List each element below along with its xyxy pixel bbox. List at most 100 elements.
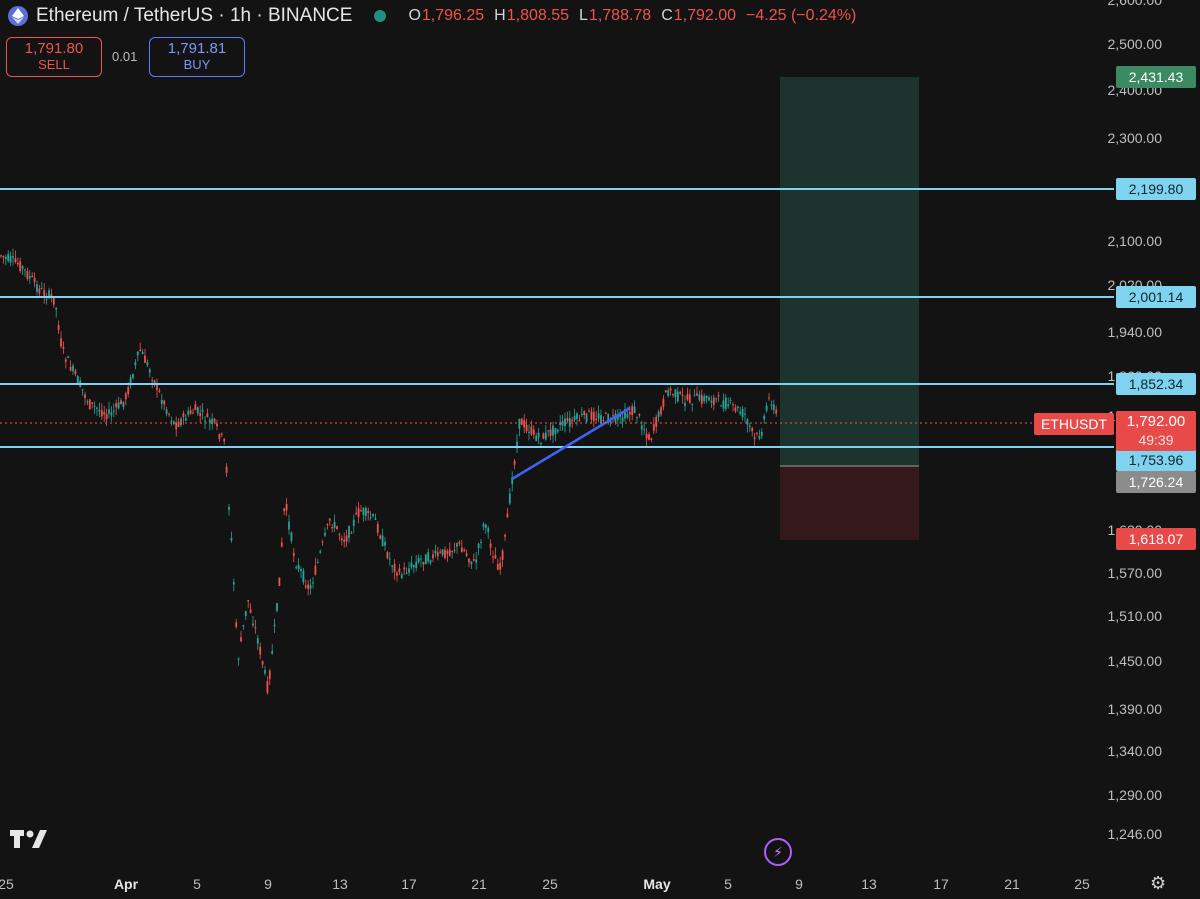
candle-body	[693, 395, 696, 397]
candle-body	[360, 510, 362, 512]
candle-body	[597, 413, 600, 419]
candle-body	[168, 413, 170, 415]
candle-body	[436, 552, 439, 557]
candle-body	[57, 325, 60, 331]
candle-body	[122, 401, 125, 408]
target-price-tag[interactable]: 2,431.43	[1116, 66, 1196, 88]
lightning-icon[interactable]: ⚡	[764, 838, 792, 866]
candle-body	[127, 386, 130, 395]
candle-body	[292, 552, 295, 556]
sell-button[interactable]: 1,791.80 SELL	[6, 37, 102, 77]
candle-body	[2, 256, 5, 258]
time-axis-label: 9	[795, 876, 803, 892]
trend-line[interactable]	[511, 406, 631, 481]
level-tag-1852[interactable]: 1,852.34	[1116, 373, 1196, 395]
candle-body	[523, 420, 526, 428]
chart-header: Ethereum / TetherUS · 1h · BINANCE O1,79…	[8, 5, 856, 27]
candle-body	[609, 421, 612, 423]
candle-body	[561, 420, 564, 426]
gear-icon[interactable]: ⚙	[1150, 873, 1167, 893]
price-axis-label: 1,940.00	[1107, 324, 1163, 340]
candle-body	[532, 429, 535, 435]
candle-body	[156, 383, 158, 391]
candle-body	[600, 415, 602, 423]
ohlc-values: O1,796.25 H1,808.55 L1,788.78 C1,792.00 …	[408, 7, 857, 24]
candle-body	[482, 523, 485, 527]
candle-body	[247, 600, 250, 602]
candle-body	[573, 415, 576, 421]
candle-body	[312, 582, 314, 584]
candle-body	[667, 390, 670, 396]
candle-body	[283, 508, 286, 512]
candle-body	[12, 256, 14, 258]
candle-body	[408, 568, 410, 573]
candle-body	[276, 603, 278, 611]
candle-body	[206, 413, 209, 418]
candle-body	[583, 411, 586, 416]
target-zone[interactable]	[780, 77, 919, 466]
price-axis-label: 1,450.00	[1107, 653, 1163, 669]
candle-body	[734, 407, 737, 412]
candle-body	[28, 276, 31, 279]
candle-body	[456, 543, 458, 547]
candle-body	[748, 425, 751, 427]
candle-body	[504, 534, 506, 537]
candle-body	[547, 430, 550, 432]
candle-body	[655, 417, 658, 427]
candle-body	[722, 400, 725, 409]
spread-value: 0.01	[112, 49, 138, 64]
candle-body	[744, 413, 746, 415]
candle-body	[26, 271, 29, 279]
candle-body	[139, 349, 142, 352]
candle-body	[64, 359, 67, 362]
level-tag-2001[interactable]: 2,001.14	[1116, 286, 1196, 308]
candle-body	[256, 638, 259, 644]
candle-body	[218, 434, 221, 440]
candle-body	[182, 413, 185, 417]
time-axis-label: 13	[332, 876, 348, 892]
candle-body	[592, 412, 595, 422]
candle-body	[309, 585, 312, 589]
candle-body	[540, 442, 542, 445]
market-status-icon[interactable]	[374, 10, 387, 22]
candle-body	[468, 558, 470, 563]
candle-body	[751, 428, 754, 432]
candle-body	[393, 564, 396, 573]
symbol-title[interactable]: Ethereum / TetherUS · 1h · BINANCE	[36, 5, 353, 26]
candle-body	[288, 521, 290, 530]
time-axis-label: 25	[1074, 876, 1090, 892]
candle-body	[765, 405, 768, 411]
level-tag-1753[interactable]: 1,753.96	[1116, 449, 1196, 471]
candle-body	[580, 413, 583, 416]
candle-body	[770, 404, 773, 406]
candle-body	[729, 400, 732, 402]
stop-price-tag[interactable]: 1,618.07	[1116, 528, 1196, 550]
candle-body	[420, 558, 422, 560]
candle-body	[460, 547, 463, 553]
tradingview-logo-icon[interactable]	[10, 826, 48, 857]
candle-body	[537, 432, 540, 438]
candle-body	[676, 391, 679, 402]
candle-body	[758, 436, 761, 439]
candle-body	[242, 625, 245, 627]
candle-body	[285, 503, 288, 511]
candle-body	[319, 551, 322, 553]
candle-body	[38, 288, 41, 294]
candle-body	[172, 421, 175, 424]
candle-body	[14, 258, 17, 263]
candle-body	[556, 429, 559, 432]
candle-body	[93, 405, 96, 407]
candle-body	[528, 431, 530, 433]
buy-button[interactable]: 1,791.81 BUY	[149, 37, 245, 77]
candle-body	[732, 404, 734, 406]
entry-price-tag[interactable]: 1,726.24	[1116, 471, 1196, 493]
candle-body	[535, 435, 538, 441]
candle-body	[180, 418, 182, 426]
candle-body	[170, 420, 173, 422]
level-tag-2199[interactable]: 2,199.80	[1116, 178, 1196, 200]
stop-zone[interactable]	[780, 466, 919, 540]
candle-body	[350, 532, 353, 534]
candle-body	[307, 584, 310, 589]
candle-body	[62, 346, 65, 349]
